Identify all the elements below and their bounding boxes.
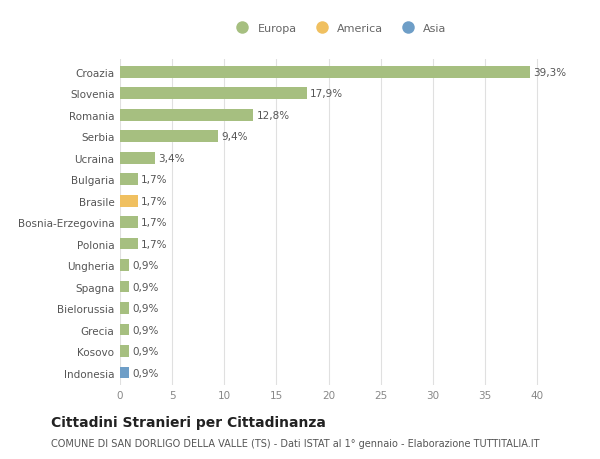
Bar <box>120 174 138 185</box>
Text: 1,7%: 1,7% <box>141 196 167 206</box>
Text: 1,7%: 1,7% <box>141 175 167 185</box>
Text: 0,9%: 0,9% <box>133 303 159 313</box>
Text: 0,9%: 0,9% <box>133 346 159 356</box>
Text: 12,8%: 12,8% <box>257 111 290 120</box>
Legend: Europa, America, Asia: Europa, America, Asia <box>227 20 451 39</box>
Text: 1,7%: 1,7% <box>141 218 167 228</box>
Text: 39,3%: 39,3% <box>533 67 566 78</box>
Bar <box>120 110 253 121</box>
Bar <box>120 345 130 357</box>
Text: 9,4%: 9,4% <box>221 132 248 142</box>
Bar <box>120 131 218 143</box>
Bar <box>120 260 130 271</box>
Text: COMUNE DI SAN DORLIGO DELLA VALLE (TS) - Dati ISTAT al 1° gennaio - Elaborazione: COMUNE DI SAN DORLIGO DELLA VALLE (TS) -… <box>51 438 539 448</box>
Text: 0,9%: 0,9% <box>133 368 159 378</box>
Bar <box>120 238 138 250</box>
Bar <box>120 217 138 229</box>
Bar <box>120 88 307 100</box>
Text: 0,9%: 0,9% <box>133 261 159 270</box>
Text: 0,9%: 0,9% <box>133 325 159 335</box>
Bar <box>120 67 530 78</box>
Bar <box>120 281 130 293</box>
Bar <box>120 324 130 336</box>
Bar <box>120 195 138 207</box>
Text: 3,4%: 3,4% <box>158 153 185 163</box>
Text: 0,9%: 0,9% <box>133 282 159 292</box>
Text: Cittadini Stranieri per Cittadinanza: Cittadini Stranieri per Cittadinanza <box>51 415 326 429</box>
Bar <box>120 152 155 164</box>
Bar <box>120 367 130 379</box>
Bar <box>120 302 130 314</box>
Text: 1,7%: 1,7% <box>141 239 167 249</box>
Text: 17,9%: 17,9% <box>310 89 343 99</box>
